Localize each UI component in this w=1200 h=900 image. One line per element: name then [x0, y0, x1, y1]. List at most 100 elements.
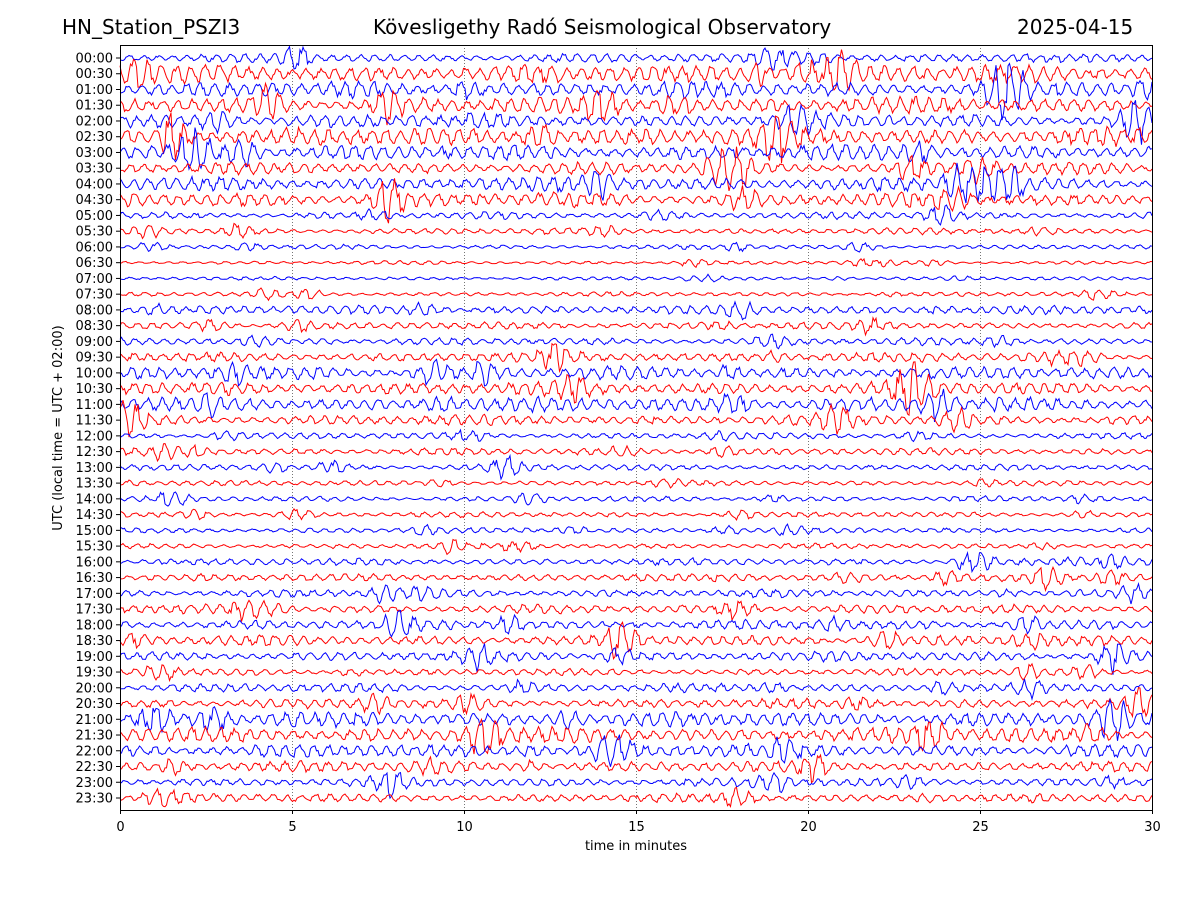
plot-frame	[120, 45, 1153, 811]
trace-1600	[119, 550, 1153, 574]
trace-0700	[119, 273, 1153, 283]
trace-0400	[119, 162, 1153, 204]
date-label: 2025-04-15	[1017, 15, 1134, 39]
trace-0800	[119, 300, 1153, 321]
y-tick-label: 23:30	[76, 792, 113, 807]
y-tick-label: 15:30	[76, 540, 113, 555]
trace-1830	[119, 621, 1153, 660]
y-tick-label: 00:00	[76, 52, 113, 67]
trace-1300	[119, 453, 1153, 481]
y-axis-label: UTC (local time = UTC + 02:00)	[51, 325, 66, 530]
trace-2100	[119, 698, 1153, 741]
y-tick-label: 21:00	[76, 713, 113, 728]
y-tick-label: 02:00	[76, 114, 113, 129]
trace-1730	[119, 599, 1153, 622]
y-tick-label: 19:00	[76, 650, 113, 665]
trace-1230	[119, 443, 1153, 463]
y-tick-label: 22:30	[76, 760, 113, 775]
trace-2330	[119, 786, 1153, 808]
trace-0730	[119, 287, 1153, 302]
y-tick-label: 23:00	[76, 776, 113, 791]
trace-1100	[119, 388, 1153, 423]
trace-1930	[119, 662, 1153, 683]
trace-1130	[119, 400, 1153, 438]
trace-2230	[120, 753, 1153, 784]
y-tick-label: 11:30	[76, 414, 113, 429]
trace-1330	[119, 477, 1153, 489]
y-tick-label: 12:30	[76, 445, 113, 460]
trace-2200	[119, 734, 1153, 767]
trace-1400	[119, 491, 1153, 507]
y-tick-label: 13:30	[76, 477, 113, 492]
trace-1030	[119, 361, 1153, 417]
station-name: HN_Station_PSZI3	[62, 15, 241, 39]
y-tick-label: 01:00	[76, 83, 113, 98]
y-tick-label: 04:00	[76, 177, 113, 192]
trace-0430	[119, 178, 1153, 224]
trace-1530	[120, 538, 1153, 556]
y-tick-label: 03:30	[76, 162, 113, 177]
y-tick-label: 01:30	[76, 99, 113, 114]
y-tick-label: 17:30	[76, 603, 113, 618]
y-tick-label: 03:00	[76, 146, 113, 161]
trace-1200	[119, 428, 1153, 443]
trace-0300	[119, 127, 1153, 171]
trace-0500	[119, 204, 1153, 226]
trace-0130	[119, 81, 1153, 126]
trace-0230	[119, 112, 1153, 164]
y-tick-label: 14:30	[76, 508, 113, 523]
trace-0600	[119, 241, 1153, 253]
trace-0000	[119, 44, 1153, 71]
y-tick-label: 20:00	[76, 681, 113, 696]
y-tick-label: 11:00	[76, 398, 113, 413]
y-tick-label: 20:30	[76, 697, 113, 712]
trace-1000	[119, 358, 1153, 387]
y-tick-label: 10:30	[76, 382, 113, 397]
y-tick-label: 09:30	[76, 351, 113, 366]
trace-2030	[119, 686, 1153, 719]
x-tick-label: 25	[972, 820, 989, 835]
y-tick-label: 00:30	[76, 67, 113, 82]
y-tick-label: 05:30	[76, 225, 113, 240]
y-tick-label: 08:00	[76, 303, 113, 318]
trace-1500	[119, 523, 1153, 537]
y-tick-label: 16:00	[76, 555, 113, 570]
x-tick-label: 20	[800, 820, 817, 835]
trace-1630	[119, 566, 1153, 593]
trace-2130	[119, 717, 1153, 755]
y-tick-label: 18:30	[76, 634, 113, 649]
trace-1800	[119, 609, 1153, 638]
trace-0330	[119, 146, 1153, 192]
y-tick-label: 08:30	[76, 319, 113, 334]
trace-0030	[119, 49, 1153, 92]
y-tick-label: 07:00	[76, 272, 113, 287]
y-tick-label: 22:00	[76, 744, 113, 759]
trace-0630	[119, 257, 1153, 269]
y-tick-label: 05:00	[76, 209, 113, 224]
y-tick-label: 02:30	[76, 130, 113, 145]
y-tick-label: 13:00	[76, 461, 113, 476]
x-tick-label: 15	[628, 820, 645, 835]
y-tick-label: 06:30	[76, 256, 113, 271]
y-tick-label: 10:00	[76, 366, 113, 381]
y-tick-label: 16:30	[76, 571, 113, 586]
y-tick-label: 14:00	[76, 492, 113, 507]
trace-2000	[119, 678, 1153, 701]
trace-2300	[119, 771, 1153, 800]
trace-0530	[119, 222, 1153, 240]
trace-0900	[119, 333, 1153, 350]
y-tick-label: 09:00	[76, 335, 113, 350]
trace-0830	[119, 316, 1153, 337]
y-tick-label: 07:30	[76, 288, 113, 303]
y-tick-label: 21:30	[76, 729, 113, 744]
x-tick-label: 30	[1144, 820, 1161, 835]
trace-0930	[119, 342, 1153, 374]
y-tick-label: 04:30	[76, 193, 113, 208]
x-tick-label: 5	[288, 820, 296, 835]
y-tick-label: 19:30	[76, 666, 113, 681]
trace-1700	[119, 581, 1153, 605]
x-axis-label: time in minutes	[585, 839, 687, 854]
trace-0200	[119, 100, 1153, 145]
y-tick-label: 12:00	[76, 429, 113, 444]
